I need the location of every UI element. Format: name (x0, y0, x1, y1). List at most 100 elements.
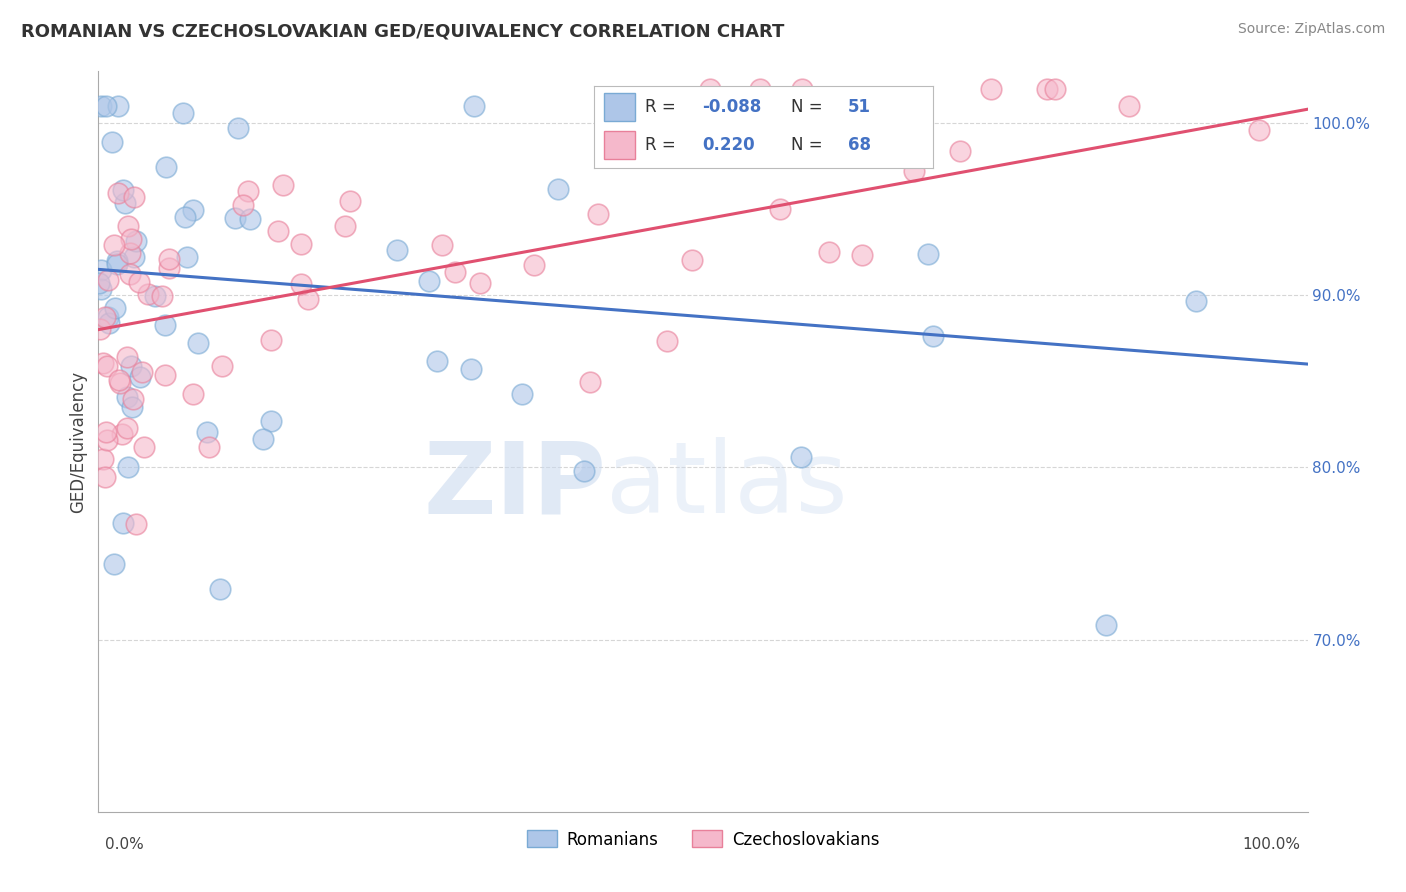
Point (226, 121, 249, 136)
Point (120, 267, 142, 281)
Point (239, 212, 262, 227)
Point (91, 451, 114, 466)
Point (172, 106, 194, 120)
Text: Source: ZipAtlas.com: Source: ZipAtlas.com (1237, 22, 1385, 37)
Point (236, 184, 259, 198)
Point (104, 301, 127, 315)
Point (110, 376, 132, 391)
Point (699, 81, 721, 95)
Point (107, 186, 129, 200)
Point (267, 224, 290, 238)
Point (115, 390, 138, 404)
Point (120, 232, 142, 246)
Point (851, 247, 873, 261)
Point (681, 253, 703, 268)
Point (97, 310, 120, 325)
Point (547, 182, 569, 196)
Point (108, 373, 131, 387)
Point (129, 370, 152, 384)
Point (339, 194, 361, 208)
Point (187, 336, 209, 351)
Point (96, 99, 118, 113)
Point (1095, 617, 1118, 632)
Y-axis label: GED/Equivalency: GED/Equivalency (69, 370, 87, 513)
Text: ROMANIAN VS CZECHOSLOVAKIAN GED/EQUIVALENCY CORRELATION CHART: ROMANIAN VS CZECHOSLOVAKIAN GED/EQUIVALE… (21, 22, 785, 40)
Point (769, 202, 792, 216)
Point (155, 160, 177, 174)
Point (128, 275, 150, 289)
Point (903, 164, 925, 178)
Point (1185, 293, 1208, 308)
Point (260, 414, 283, 428)
Point (444, 265, 467, 279)
Point (97, 273, 120, 287)
Point (432, 238, 454, 252)
Point (790, 450, 813, 464)
Point (224, 211, 246, 226)
Point (260, 333, 283, 347)
Point (120, 359, 142, 373)
Point (181, 387, 204, 401)
Point (749, 81, 772, 95)
Point (145, 288, 167, 302)
Point (112, 183, 135, 197)
Point (183, 202, 205, 217)
Point (105, 253, 128, 268)
Point (818, 244, 841, 259)
Point (655, 334, 678, 349)
Point (93, 470, 115, 484)
Point (125, 517, 148, 532)
Point (949, 145, 972, 159)
Point (176, 250, 198, 264)
Point (1043, 81, 1066, 95)
Point (122, 189, 145, 203)
Point (792, 81, 814, 95)
Point (208, 582, 231, 596)
Point (101, 135, 124, 149)
Point (111, 426, 134, 441)
Point (460, 361, 482, 376)
Point (103, 557, 125, 571)
Point (174, 210, 197, 224)
Point (90, 282, 112, 296)
Point (97, 316, 120, 330)
Point (232, 198, 254, 212)
Point (574, 464, 596, 478)
Point (1247, 123, 1270, 137)
Point (696, 120, 718, 134)
Point (115, 350, 138, 364)
Point (94, 425, 117, 439)
Legend: Romanians, Czechoslovakians: Romanians, Czechoslovakians (520, 823, 886, 855)
Point (271, 178, 294, 192)
Point (198, 440, 221, 454)
Point (290, 237, 312, 252)
Point (463, 99, 485, 113)
Point (290, 277, 312, 291)
Point (1118, 99, 1140, 113)
Text: ZIP: ZIP (423, 437, 606, 534)
Point (93, 310, 115, 324)
Point (385, 244, 408, 258)
Point (153, 318, 176, 332)
Point (107, 99, 129, 113)
Text: 0.0%: 0.0% (105, 837, 145, 852)
Point (155, 368, 177, 382)
Text: 100.0%: 100.0% (1243, 837, 1301, 852)
Point (333, 219, 356, 233)
Point (195, 425, 218, 439)
Point (980, 81, 1002, 95)
Text: atlas: atlas (606, 437, 848, 534)
Point (150, 288, 173, 302)
Point (523, 258, 546, 272)
Point (122, 250, 145, 264)
Point (117, 219, 139, 234)
Point (89, 322, 111, 336)
Point (131, 365, 153, 379)
Point (121, 392, 143, 406)
Point (103, 237, 125, 252)
Point (917, 247, 939, 261)
Point (96, 359, 118, 373)
Point (89, 276, 111, 290)
Point (96, 433, 118, 447)
Point (252, 432, 274, 446)
